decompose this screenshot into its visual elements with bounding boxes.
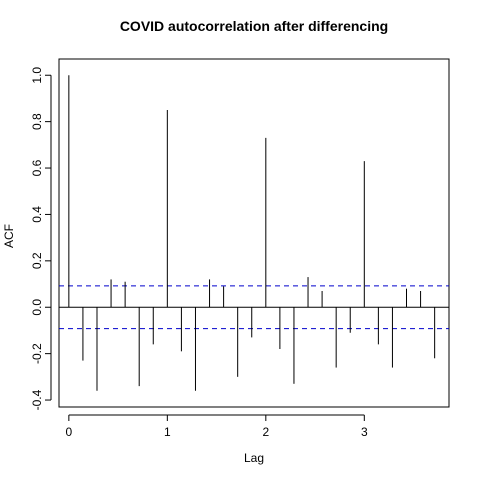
y-axis-label: ACF (2, 224, 16, 248)
y-tick-label: 0.0 (30, 299, 44, 316)
x-tick-label: 2 (262, 425, 269, 439)
y-tick-label: -0.2 (30, 343, 44, 364)
y-tick-label: 0.6 (30, 159, 44, 176)
chart-title: COVID autocorrelation after differencing (120, 18, 388, 34)
y-tick-label: 0.2 (30, 252, 44, 269)
plot-frame (58, 58, 450, 408)
x-axis-label: Lag (244, 451, 264, 465)
x-tick-label: 3 (361, 425, 368, 439)
y-tick-label: -0.4 (30, 389, 44, 410)
y-tick-label: 0.8 (30, 113, 44, 130)
y-tick-label: 0.4 (30, 206, 44, 223)
plot-area: 0 1 2 3 -0.4 -0.2 0.0 0.2 0.4 0.6 0.8 1.0 (30, 58, 450, 439)
x-tick-label: 0 (66, 425, 73, 439)
x-tick-label: 1 (164, 425, 171, 439)
y-tick-label: 1.0 (30, 67, 44, 84)
